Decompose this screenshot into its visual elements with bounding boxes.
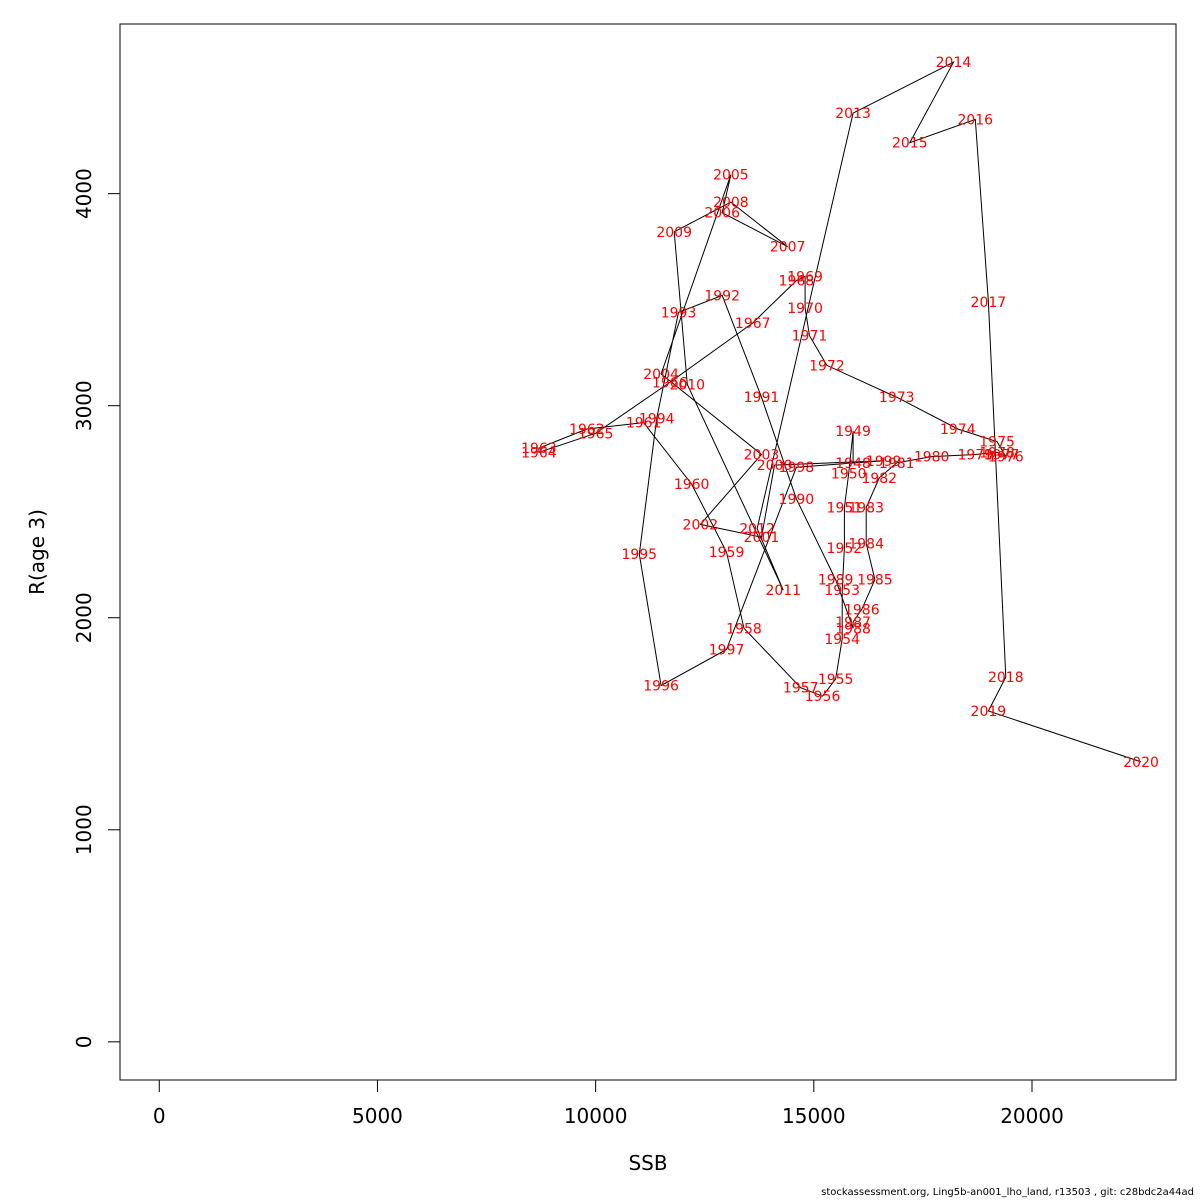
year-label-1967: 1967 xyxy=(735,316,771,332)
year-label-1979: 1979 xyxy=(957,447,993,463)
year-label-1961: 1961 xyxy=(626,416,662,432)
year-label-1971: 1971 xyxy=(792,329,828,345)
year-label-1989: 1989 xyxy=(818,573,854,589)
year-label-2008: 2008 xyxy=(713,195,749,211)
year-label-1987: 1987 xyxy=(835,615,871,631)
year-label-1973: 1973 xyxy=(879,390,915,406)
x-axis: 0 5000 10000 15000 20000 xyxy=(153,1079,1064,1128)
year-label-1991: 1991 xyxy=(744,390,780,406)
y-tick-label: 4000 xyxy=(72,168,96,219)
year-label-1985: 1985 xyxy=(857,573,893,589)
year-label-2002: 2002 xyxy=(683,517,719,533)
year-label-1972: 1972 xyxy=(809,358,845,374)
year-label-1949: 1949 xyxy=(835,424,871,440)
year-label-1993: 1993 xyxy=(661,305,697,321)
y-tick-label: 3000 xyxy=(72,380,96,431)
year-label-1981: 1981 xyxy=(879,456,915,472)
year-label-2016: 2016 xyxy=(957,112,993,128)
year-label-2000: 2000 xyxy=(757,458,793,474)
year-label-1988: 1988 xyxy=(835,621,871,637)
year-label-1951: 1951 xyxy=(827,500,863,516)
year-label-2018: 2018 xyxy=(988,670,1024,686)
footer-caption: stockassessment.org, Ling5b-an001_lho_la… xyxy=(821,1187,1194,1198)
year-label-1998: 1998 xyxy=(779,460,815,476)
year-label-1995: 1995 xyxy=(621,547,657,563)
year-label-1957: 1957 xyxy=(783,681,819,697)
year-label-1969: 1969 xyxy=(787,269,823,285)
year-label-1992: 1992 xyxy=(704,288,740,304)
year-label-2001: 2001 xyxy=(744,530,780,546)
year-label-1990: 1990 xyxy=(779,492,815,508)
year-label-2014: 2014 xyxy=(936,55,972,71)
year-label-1996: 1996 xyxy=(643,679,679,695)
year-label-1953: 1953 xyxy=(824,583,860,599)
year-label-2006: 2006 xyxy=(704,206,740,222)
year-label-1963: 1963 xyxy=(521,441,557,457)
year-label-2003: 2003 xyxy=(744,447,780,463)
year-label-2011: 2011 xyxy=(765,583,801,599)
year-label-1994: 1994 xyxy=(639,411,675,427)
x-tick-label: 20000 xyxy=(1000,1104,1064,1128)
year-label-1952: 1952 xyxy=(827,541,863,557)
year-label-1950: 1950 xyxy=(831,467,867,483)
y-tick-label: 2000 xyxy=(72,592,96,643)
y-tick-label: 1000 xyxy=(72,804,96,855)
y-tick-label: 0 xyxy=(72,1035,96,1048)
year-label-1974: 1974 xyxy=(940,422,976,438)
year-label-2012: 2012 xyxy=(739,522,775,538)
year-label-2017: 2017 xyxy=(971,295,1007,311)
x-axis-title: SSB xyxy=(628,1151,667,1175)
year-label-1970: 1970 xyxy=(787,301,823,317)
year-label-1954: 1954 xyxy=(824,632,860,648)
year-label-1980: 1980 xyxy=(914,450,950,466)
year-label-1958: 1958 xyxy=(726,621,762,637)
year-label-1999: 1999 xyxy=(866,454,902,470)
year-label-1997: 1997 xyxy=(709,643,745,659)
year-label-1975: 1975 xyxy=(979,435,1015,451)
year-label-2004: 2004 xyxy=(643,367,679,383)
year-label-1986: 1986 xyxy=(844,602,880,618)
year-label-1978: 1978 xyxy=(979,445,1015,461)
year-label-2007: 2007 xyxy=(770,240,806,256)
year-label-1976: 1976 xyxy=(988,450,1024,466)
year-label-2009: 2009 xyxy=(656,225,692,241)
year-label-2019: 2019 xyxy=(971,704,1007,720)
y-axis: 0 1000 2000 3000 4000 xyxy=(72,168,121,1048)
year-label-1960: 1960 xyxy=(674,477,710,493)
year-label-1966: 1966 xyxy=(652,375,688,391)
year-label-2015: 2015 xyxy=(892,136,928,152)
y-axis-title: R(age 3) xyxy=(25,509,49,595)
year-label-1956: 1956 xyxy=(805,689,841,705)
year-label-1959: 1959 xyxy=(709,545,745,561)
year-label-1983: 1983 xyxy=(848,500,884,516)
year-label-1964: 1964 xyxy=(521,445,557,461)
year-label-1982: 1982 xyxy=(861,471,897,487)
x-tick-label: 10000 xyxy=(564,1104,628,1128)
year-label-1984: 1984 xyxy=(848,537,884,553)
year-label-2013: 2013 xyxy=(835,106,871,122)
year-label-1962: 1962 xyxy=(569,422,605,438)
x-tick-label: 15000 xyxy=(782,1104,846,1128)
year-label-2005: 2005 xyxy=(713,168,749,184)
year-labels: 1948 1949 1950 1951 1952 1953 1954 195519561957… xyxy=(521,55,1159,771)
year-label-2010: 2010 xyxy=(669,377,705,393)
x-tick-label: 5000 xyxy=(352,1104,403,1128)
year-label-1968: 1968 xyxy=(779,274,815,290)
ssb-recruitment-trajectory xyxy=(538,61,1142,763)
year-label-1965: 1965 xyxy=(578,426,614,442)
year-label-1977: 1977 xyxy=(984,447,1020,463)
year-label-1948: 1948 xyxy=(835,456,871,472)
x-tick-label: 0 xyxy=(153,1104,166,1128)
year-label-1955: 1955 xyxy=(818,672,854,688)
year-label-2020: 2020 xyxy=(1123,755,1159,771)
